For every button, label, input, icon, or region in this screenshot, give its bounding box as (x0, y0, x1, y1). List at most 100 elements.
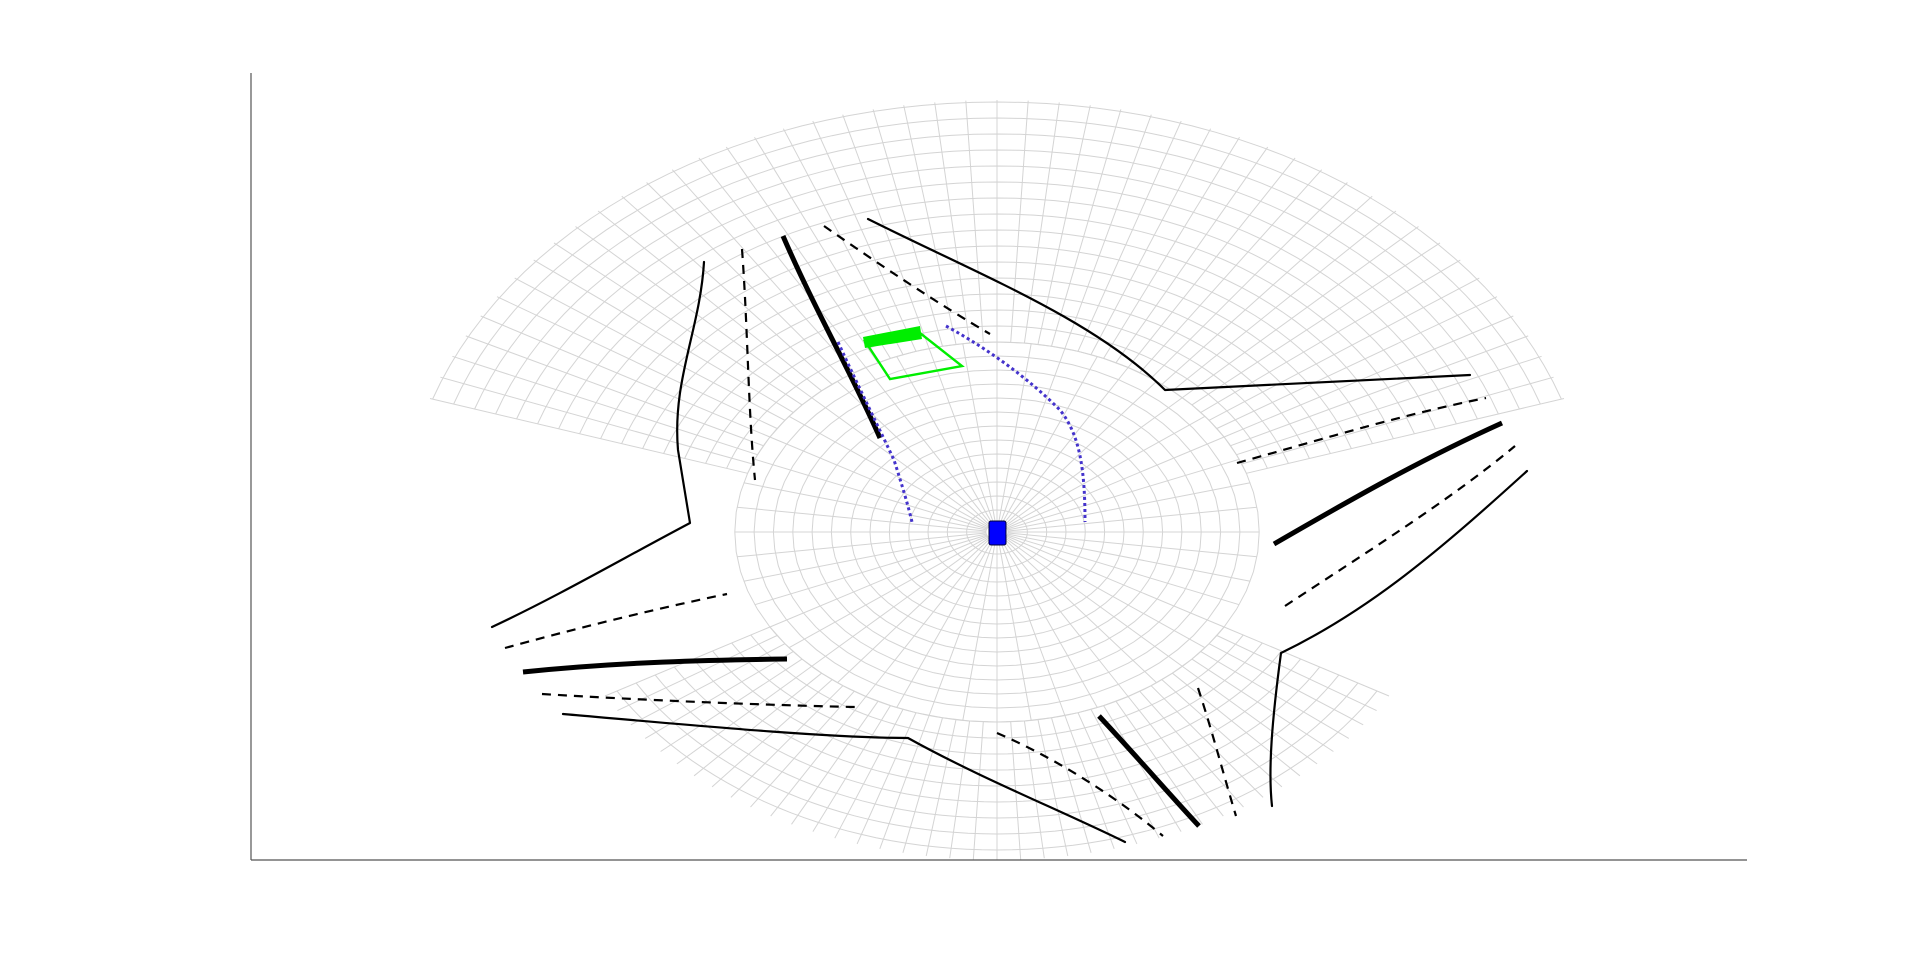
grid-ray (1216, 635, 1377, 712)
road-boundary-north-left (490, 260, 706, 629)
detected-vehicle-front (863, 326, 922, 348)
plot-axes (250, 73, 1747, 861)
grid-ray (698, 157, 867, 368)
grid-ray (834, 709, 904, 839)
lane-dash-west-upper (504, 592, 728, 650)
grid-ray (1161, 679, 1283, 788)
grid-ray (1127, 696, 1224, 817)
grid-ray (865, 538, 992, 697)
grid-ray (630, 643, 786, 726)
grid-ray (811, 537, 990, 667)
grid-ray (842, 114, 930, 349)
grid-ray (1000, 539, 1098, 708)
lane-line-west-thick (522, 656, 788, 675)
grid-ray (1051, 109, 1122, 347)
grid-ray (621, 195, 833, 385)
grid-ray (1006, 436, 1225, 529)
grid-ray (997, 343, 1032, 525)
road-boundary-south (561, 712, 1127, 844)
grid-ray (896, 539, 994, 708)
grid-ray (1103, 137, 1240, 359)
grid-ray (1090, 709, 1160, 839)
grid-ray (769, 436, 988, 529)
grid-ray (1003, 380, 1157, 527)
planned-path (836, 324, 1087, 523)
grid-ray (1230, 335, 1529, 447)
grid-ray (837, 380, 991, 527)
grid-ray (1216, 296, 1498, 429)
grid-ray (1005, 536, 1206, 649)
ego-vehicle-icon (988, 520, 1007, 546)
grid-ray (1000, 356, 1098, 525)
grid-ray (671, 169, 855, 374)
grid-ray (1077, 120, 1182, 352)
lane-line-north-thick (780, 235, 883, 440)
grid-ray (837, 537, 991, 684)
lane-dash-south-left (996, 731, 1164, 837)
grid-ray (1090, 128, 1212, 355)
grid-ray (646, 182, 844, 379)
grid-ray (725, 146, 879, 363)
grid-ray (865, 367, 992, 526)
grid-ray (925, 719, 957, 857)
grid-ray (934, 102, 971, 344)
grid-ray (1064, 114, 1152, 349)
grid-ray (1246, 398, 1565, 474)
grid-ray (1150, 685, 1264, 798)
grid-ray (1023, 102, 1060, 344)
grid-ray (575, 226, 812, 399)
grid-ray (429, 398, 748, 474)
road-boundaries (490, 217, 1529, 844)
grid-ray (928, 539, 995, 716)
lane-line-east-thick (1272, 420, 1504, 547)
grid-ray (480, 315, 771, 438)
grid-ray (1208, 643, 1364, 726)
grid-ray (693, 672, 822, 777)
grid-ray (736, 506, 987, 532)
grid-ray (1010, 100, 1029, 343)
grid-ray (999, 348, 1066, 525)
grid-ray (553, 242, 803, 406)
road-boundary-east (1269, 469, 1529, 808)
grid-ray (1004, 537, 1183, 667)
grid-ray (999, 539, 1066, 716)
grid-ray (736, 532, 987, 558)
detected-vehicle (862, 326, 965, 381)
lane-dash-east-upper (1236, 396, 1487, 465)
polar-grid (429, 100, 1565, 860)
grid-ray (1002, 538, 1129, 697)
grid-ray (1208, 277, 1480, 421)
grid-ray (660, 658, 803, 752)
planned-path-right (945, 324, 1087, 523)
grid-ray (1127, 157, 1296, 368)
grid-ray (896, 356, 994, 525)
grid-ray (1103, 705, 1182, 832)
lane-dash-west-lower (541, 692, 856, 709)
grid-ray (1007, 534, 1240, 606)
grid-ray (879, 715, 930, 849)
grid-ray (812, 120, 917, 352)
lane-dash-south-right (1196, 687, 1238, 817)
grid-ray (1004, 397, 1183, 527)
grid-ray (1182, 226, 1419, 399)
grid-ray (1007, 458, 1240, 530)
grid-ray (743, 482, 987, 531)
lane-dash-north-left (740, 248, 757, 481)
grid-ray (496, 296, 778, 429)
lane-lines-thick (522, 235, 1504, 828)
grid-ray (997, 539, 1032, 721)
grid-ray (1172, 210, 1397, 392)
grid-ray (617, 635, 778, 712)
grid-ray (1236, 355, 1542, 456)
grid-ray (1150, 182, 1348, 379)
grid-ray (1006, 535, 1225, 628)
grid-ray (514, 277, 786, 421)
grid-ray (730, 685, 844, 798)
grid-ray (1172, 672, 1301, 777)
grid-ray (962, 539, 997, 721)
grid-ray (452, 355, 758, 456)
grid-ray (1051, 717, 1092, 853)
grid-ray (1077, 712, 1138, 845)
grid-ray (1191, 242, 1441, 406)
